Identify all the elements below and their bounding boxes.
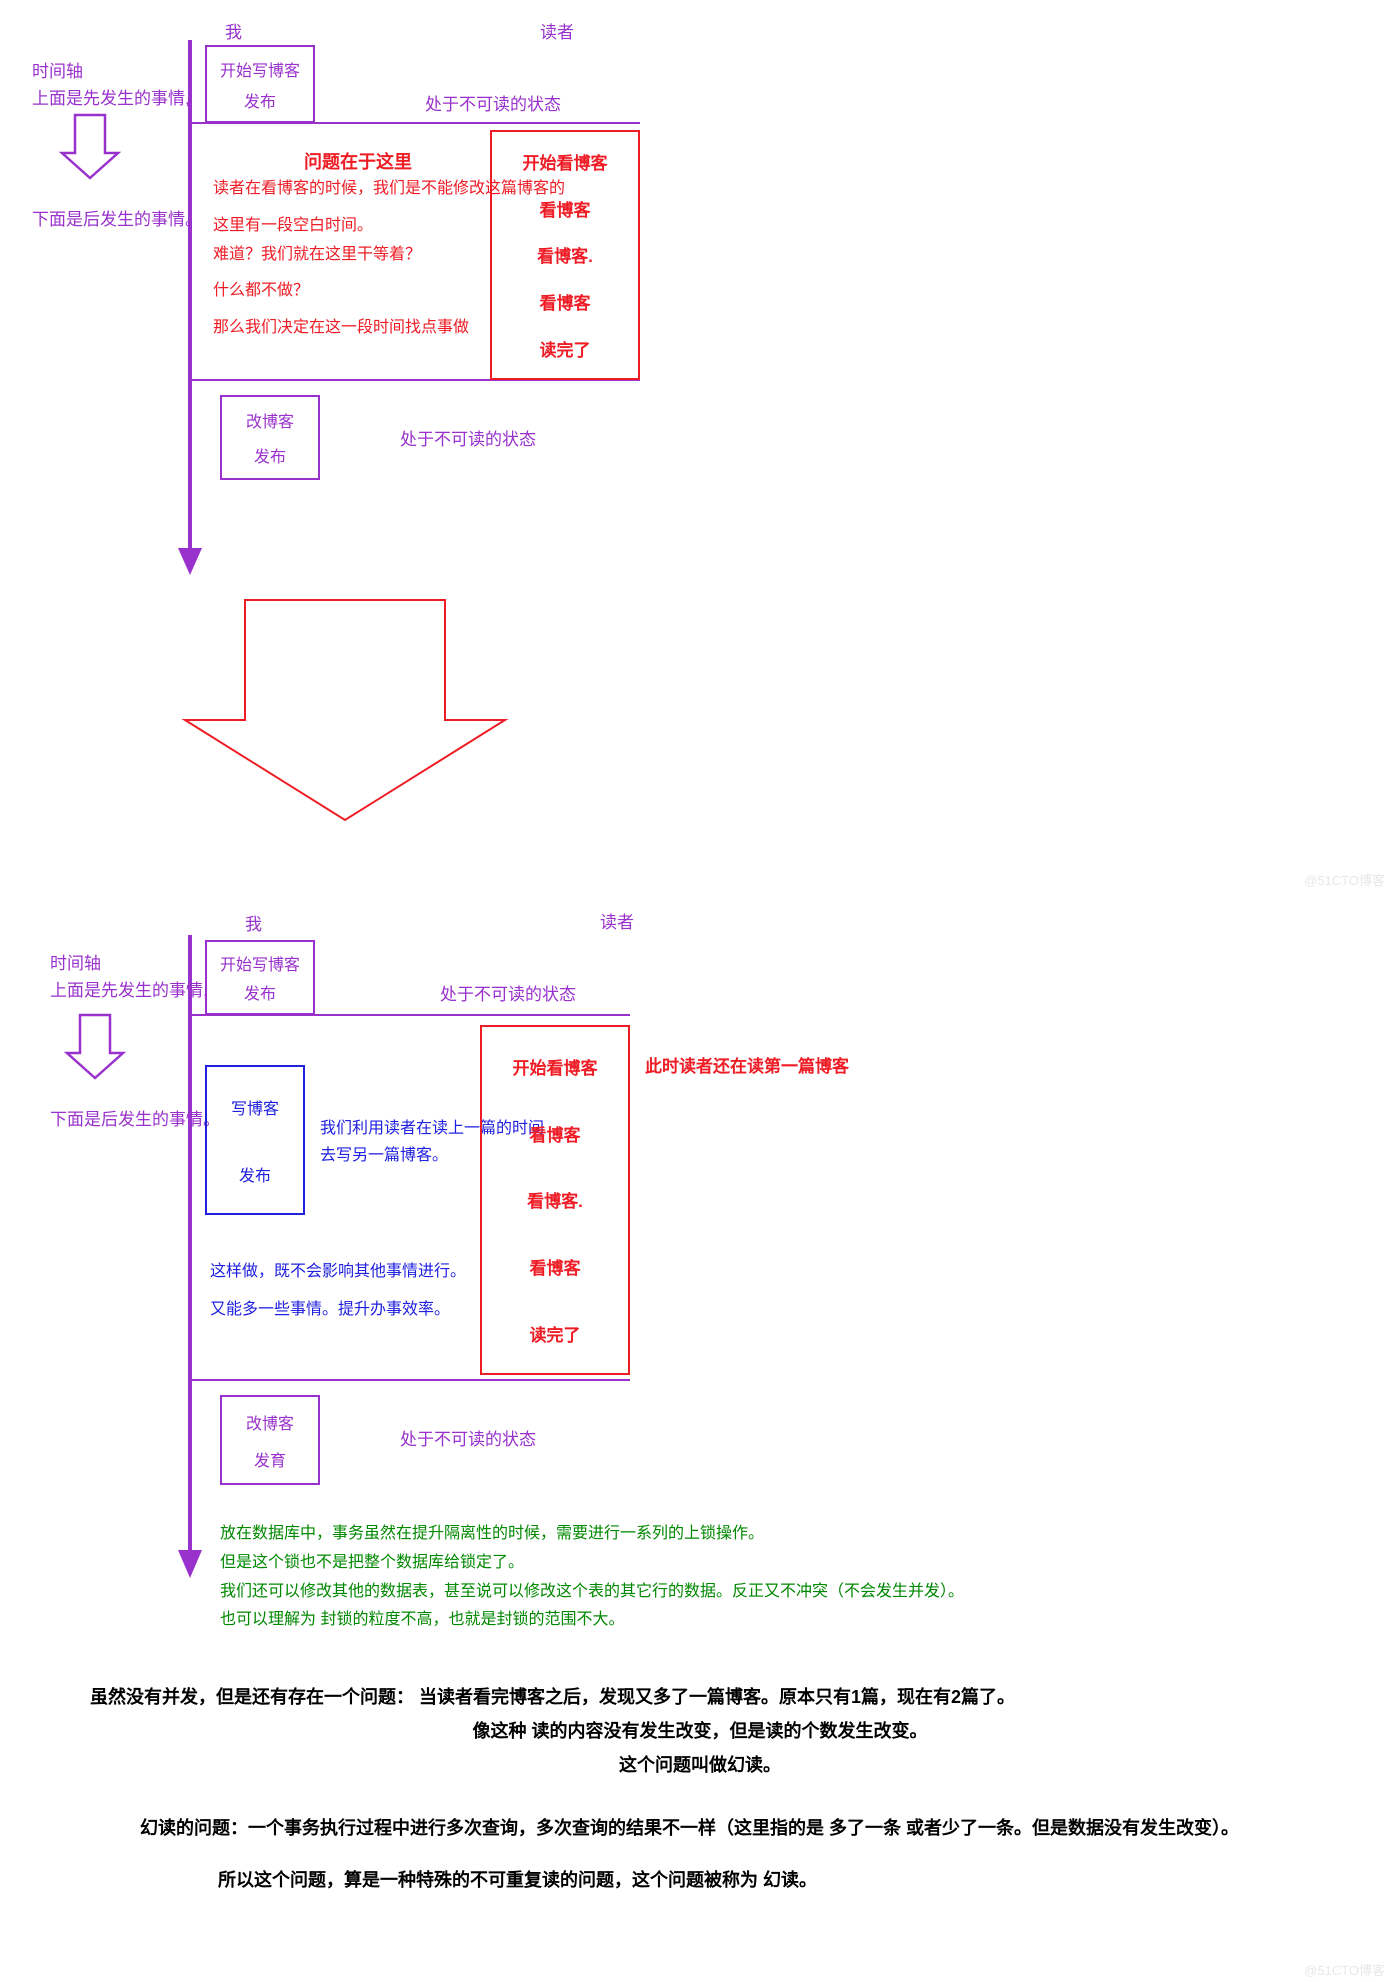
d2-reader-header: 读者 xyxy=(600,908,634,933)
d1-unreadable1: 处于不可读的状态 xyxy=(425,90,561,115)
d2-axis-head xyxy=(178,1550,202,1578)
d1-axis-head xyxy=(178,548,202,575)
d2-reader-note: 此时读者还在读第一篇博客 xyxy=(645,1052,849,1077)
footer-text: 虽然没有并发，但是还有存在一个问题： 当读者看完博客之后，发现又多了一篇博客。原… xyxy=(0,1680,1400,1897)
d1-unreadable2: 处于不可读的状态 xyxy=(400,425,536,450)
d2-below-blue: 这样做，既不会影响其他事情进行。 又能多一些事情。提升办事效率。 xyxy=(210,1253,466,1330)
d2-writer-box-blue: 写博客 发布 xyxy=(205,1065,305,1215)
d1-writer-box2: 改博客 发布 xyxy=(220,395,320,480)
small-arrow-1 xyxy=(62,115,118,178)
big-red-arrow xyxy=(185,600,505,820)
d2-writer-box2: 改博客 发育 xyxy=(220,1395,320,1485)
small-arrow-2 xyxy=(67,1015,123,1078)
d1-timeline-top-label: 时间轴 上面是先发生的事情, xyxy=(32,58,190,112)
d1-writer-box1: 开始写博客 发布 xyxy=(205,45,315,123)
d2-unreadable2: 处于不可读的状态 xyxy=(400,1425,536,1450)
d1-reader-box: 开始看博客 看博客 看博客. 看博客 读完了 xyxy=(490,130,640,380)
d1-timeline-bottom-label: 下面是后发生的事情。 xyxy=(32,205,202,230)
d2-writer-box1: 开始写博客 发布 xyxy=(205,940,315,1015)
d2-reader-box: 开始看博客 看博客 看博客. 看博客 读完了 xyxy=(480,1025,630,1375)
d1-problem-title: 问题在于这里 xyxy=(304,148,412,174)
d2-timeline-bottom-label: 下面是后发生的事情。 xyxy=(50,1105,220,1130)
d2-green-lines: 放在数据库中，事务虽然在提升隔离性的时候，需要进行一系列的上锁操作。 但是这个锁… xyxy=(220,1520,964,1635)
d1-reader-header: 读者 xyxy=(540,18,574,43)
watermark: @51CTO博客 xyxy=(1304,1960,1385,1979)
watermark: @51CTO博客 xyxy=(1304,870,1385,889)
d1-writer-header: 我 xyxy=(225,18,242,43)
d2-timeline-top-label: 时间轴 上面是先发生的事情, xyxy=(50,950,208,1004)
d2-writer-header: 我 xyxy=(245,910,262,935)
d2-unreadable1: 处于不可读的状态 xyxy=(440,980,576,1005)
